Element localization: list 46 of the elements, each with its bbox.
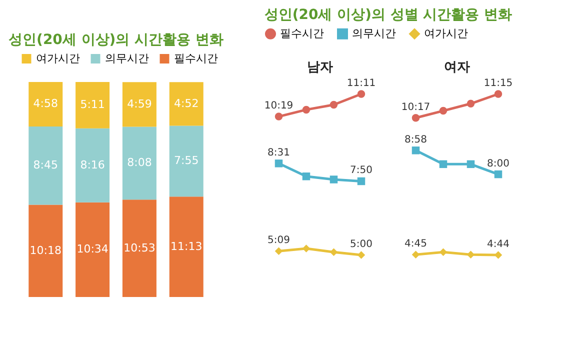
legend-label: 의무시간	[352, 26, 396, 40]
chart-subtitle: 남자	[307, 60, 333, 75]
data-label: 4:44	[487, 239, 510, 250]
data-label: 11:15	[484, 78, 513, 89]
data-label: 11:13	[170, 240, 202, 253]
bar	[169, 196, 204, 297]
legend-label: 필수시간	[280, 26, 324, 40]
data-label: 5:11	[80, 98, 105, 112]
bar	[76, 128, 110, 202]
data-label: 8:45	[33, 158, 58, 172]
bar	[169, 82, 204, 126]
bar	[28, 82, 63, 126]
chart-title: 성인(20세 이상)의 성별 시간활용 변화	[264, 7, 512, 23]
data-label: 4:52	[174, 96, 199, 110]
data-label: 8:31	[268, 147, 290, 158]
data-label: 10:18	[30, 244, 62, 257]
data-label: 8:00	[487, 158, 510, 170]
chart-subtitle: 여자	[444, 60, 470, 75]
bar	[28, 126, 63, 205]
data-label: 8:16	[80, 158, 105, 172]
chart-title: 성인(20세 이상)의 시간활용 변화	[8, 32, 224, 48]
data-label: 11:11	[346, 78, 376, 89]
bar	[76, 202, 110, 297]
data-label: 5:09	[268, 235, 290, 246]
data-label: 10:34	[76, 242, 108, 256]
data-label: 7:50	[350, 165, 372, 176]
bar	[122, 126, 156, 200]
bar	[76, 82, 110, 128]
data-label: 10:53	[124, 241, 156, 254]
legend-label: 여가시간	[424, 26, 468, 40]
data-label: 10:19	[264, 100, 294, 112]
legend-label: 필수시간	[174, 52, 218, 65]
bar	[28, 204, 63, 297]
legend-label: 의무시간	[105, 52, 149, 65]
bar	[122, 82, 156, 127]
legend-label: 여가시간	[36, 52, 80, 65]
bar	[169, 126, 204, 197]
data-label: 7:55	[174, 154, 199, 168]
data-label: 8:58	[404, 134, 427, 146]
data-label: 10:17	[401, 102, 430, 113]
data-label: 4:58	[33, 97, 58, 110]
data-label: 4:45	[404, 238, 427, 250]
bar	[122, 200, 156, 297]
data-label: 4:59	[127, 97, 152, 110]
data-label: 5:00	[350, 239, 372, 250]
data-label: 8:08	[127, 156, 152, 170]
